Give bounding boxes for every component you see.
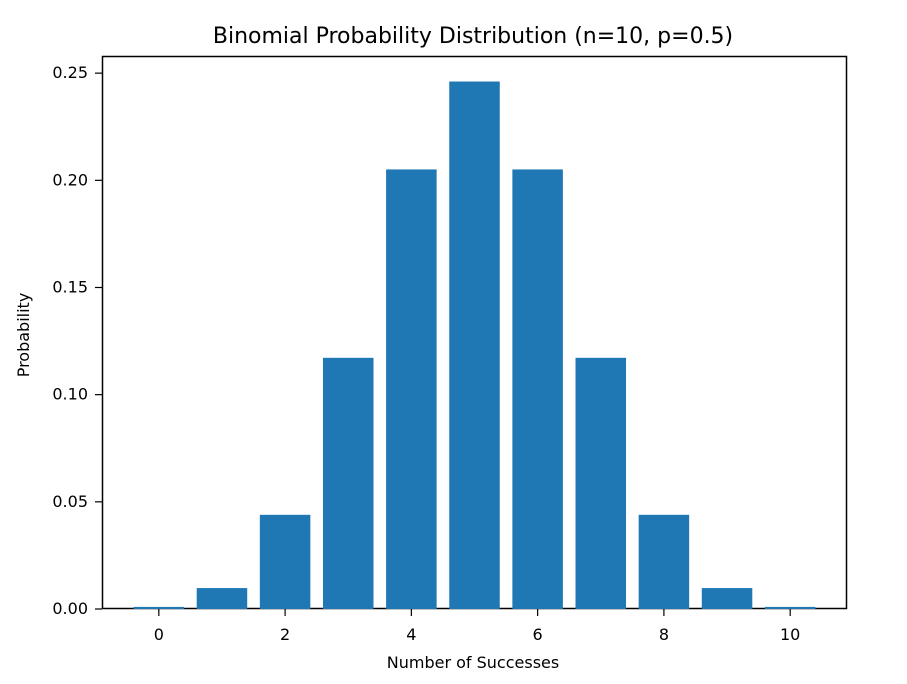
x-axis-label: Number of Successes	[387, 653, 559, 672]
bar-2	[259, 514, 311, 609]
x-tick-label-0: 0	[154, 625, 164, 644]
bar-9	[701, 588, 753, 609]
chart-title: Binomial Probability Distribution (n=10,…	[213, 24, 733, 49]
x-tick-label-8: 8	[659, 625, 669, 644]
bars-group	[133, 81, 816, 609]
y-tick-label-0.25: 0.25	[52, 63, 88, 82]
x-tick-label-2: 2	[280, 625, 290, 644]
x-axis-ticks: 0 2 4 6 8 10	[154, 609, 800, 644]
x-tick-label-6: 6	[533, 625, 543, 644]
y-tick-label-0.00: 0.00	[52, 599, 88, 618]
bar-8	[638, 514, 690, 609]
x-tick-label-10: 10	[780, 625, 800, 644]
bar-10	[764, 606, 816, 609]
bar-4	[386, 169, 437, 609]
x-tick-label-4: 4	[406, 625, 416, 644]
bar-6	[512, 169, 563, 609]
bar-0	[133, 606, 185, 609]
y-tick-label-0.15: 0.15	[52, 277, 88, 296]
y-tick-label-0.10: 0.10	[52, 385, 88, 404]
y-axis-ticks: 0.00 0.05 0.10 0.15 0.20 0.25	[52, 63, 102, 618]
y-tick-label-0.05: 0.05	[52, 492, 88, 511]
y-axis-label: Probability	[14, 293, 33, 378]
bar-3	[322, 357, 374, 609]
y-tick-label-0.20: 0.20	[52, 170, 88, 189]
bar-1	[196, 588, 248, 609]
bar-7	[575, 357, 627, 609]
bar-5	[449, 81, 500, 609]
